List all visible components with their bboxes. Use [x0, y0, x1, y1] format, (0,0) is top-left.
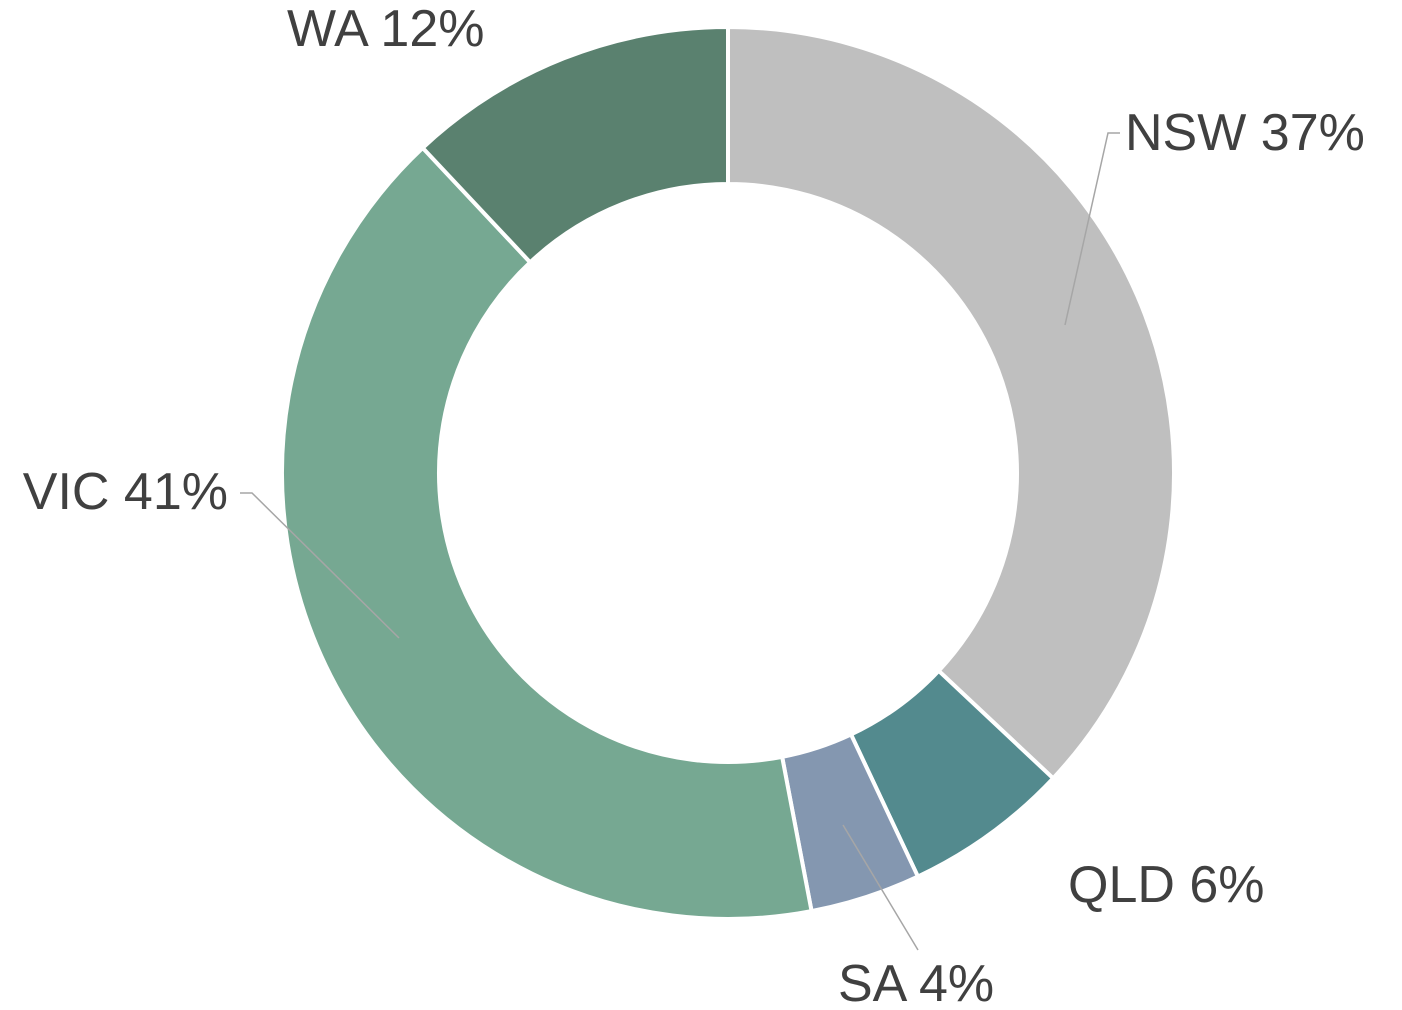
- data-label: NSW 37%: [1125, 104, 1365, 162]
- value-label: 41%: [124, 463, 228, 521]
- category-label: WA: [287, 0, 369, 58]
- category-label: NSW: [1125, 104, 1246, 162]
- category-label: QLD: [1068, 856, 1175, 914]
- leader-line: [1064, 132, 1120, 326]
- donut-slice: [726, 24, 1176, 782]
- category-label: VIC: [23, 463, 110, 521]
- data-label: QLD 6%: [1068, 856, 1265, 914]
- value-label: 37%: [1261, 104, 1365, 162]
- data-label: WA 12%: [287, 0, 485, 58]
- donut-slice: [280, 145, 814, 921]
- leader-line: [842, 824, 919, 951]
- data-label: VIC 41%: [23, 463, 228, 521]
- donut-slice: [419, 24, 730, 266]
- category-label: SA: [838, 955, 908, 1010]
- value-label: 4%: [919, 955, 994, 1010]
- leader-line: [240, 492, 400, 639]
- data-label: SA 4%: [838, 955, 994, 1010]
- value-label: 12%: [380, 0, 484, 58]
- value-label: 6%: [1189, 856, 1264, 914]
